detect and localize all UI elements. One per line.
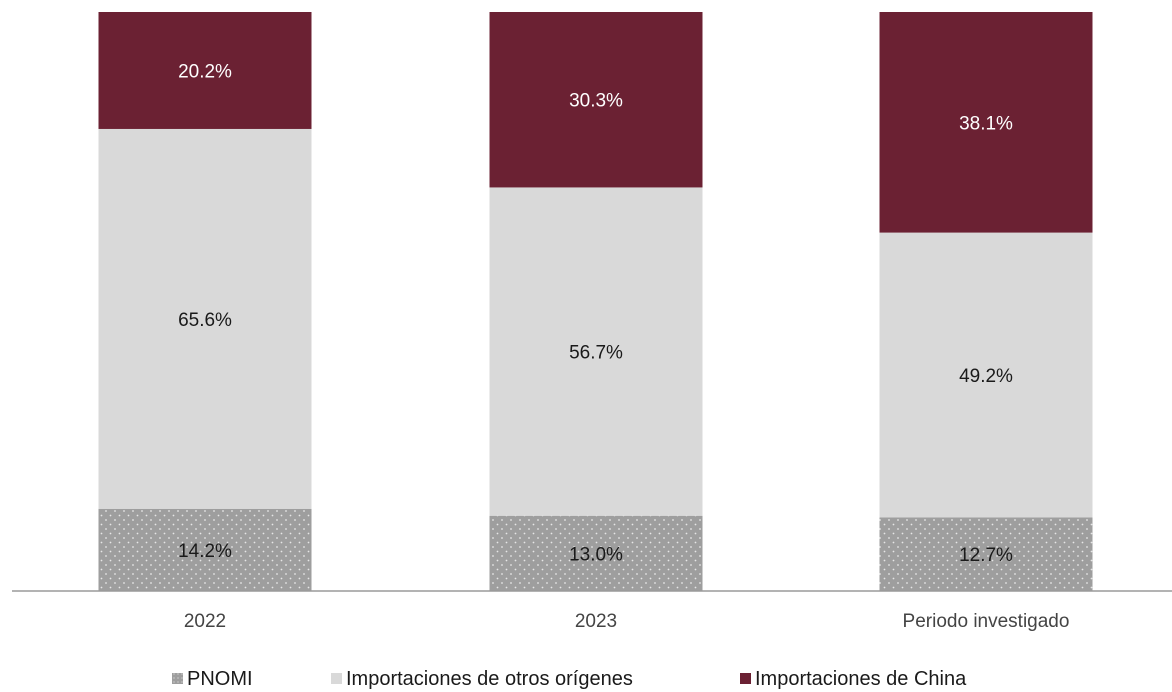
bar-segment-2-0 [98,12,312,129]
category-label-1: 2023 [575,611,617,632]
bar-segment-0-1 [489,515,703,591]
data-label-0-0: 14.2% [178,541,232,562]
data-label-2-2: 38.1% [959,113,1013,134]
legend-swatch-2 [740,673,751,684]
legend-swatch-1 [331,673,342,684]
bar-segment-0-0 [98,508,312,591]
data-label-1-2: 49.2% [959,366,1013,387]
legend-label-1: Importaciones de otros orígenes [346,668,633,690]
category-label-2: Periodo investigado [903,611,1070,632]
legend-label-2: Importaciones de China [755,668,967,690]
bar-segment-1-2 [879,232,1093,518]
bar-segment-2-1 [489,12,703,188]
bar-segment-1-0 [98,128,312,509]
data-label-1-0: 65.6% [178,310,232,331]
category-labels: 2022 2023 Periodo investigado [184,611,1070,632]
bar-segment-1-1 [489,187,703,516]
data-label-0-2: 12.7% [959,545,1013,566]
category-label-0: 2022 [184,611,226,632]
bars-group: 14.2% 65.6% 20.2% 13.0% 56.7% 30.3% 12.7% 49.2%… [98,12,1093,591]
data-label-0-1: 13.0% [569,544,623,565]
bar-segment-2-2 [879,12,1093,233]
data-label-2-0: 20.2% [178,61,232,82]
bar-segment-0-2 [879,517,1093,591]
data-label-2-1: 30.3% [569,91,623,112]
legend-label-0: PNOMI [187,668,253,690]
legend-swatch-0 [172,673,183,684]
legend: PNOMI Importaciones de otros orígenes Impo… [172,668,967,690]
data-label-1-1: 56.7% [569,343,623,364]
